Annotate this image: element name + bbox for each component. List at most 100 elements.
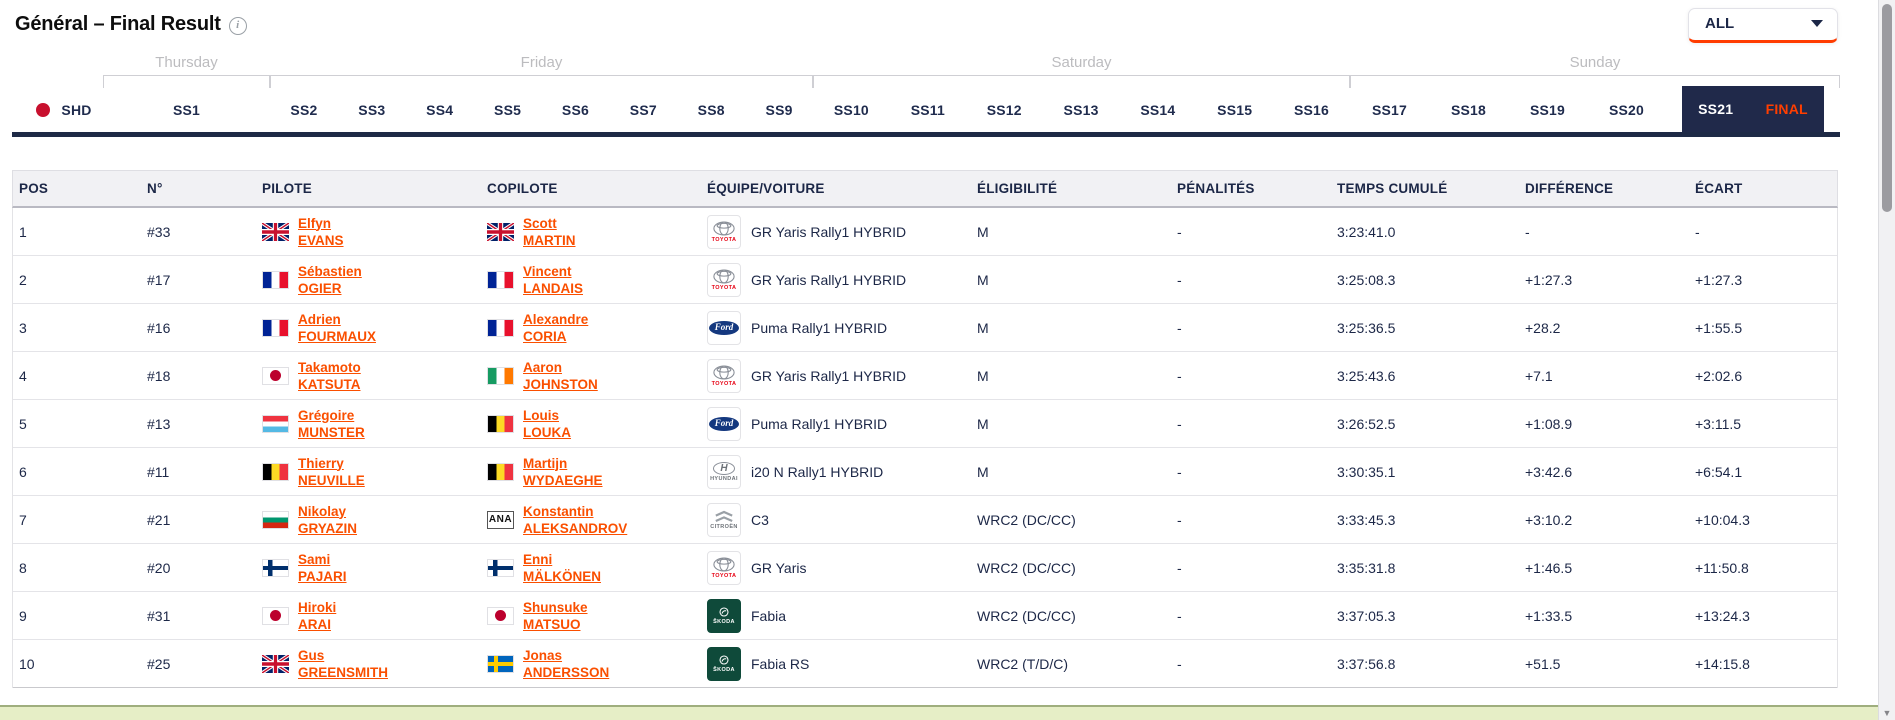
car-number-cell: #25 bbox=[147, 655, 171, 672]
copilot-last-name-link[interactable]: CORIA bbox=[523, 328, 567, 344]
pilot-first-name-link[interactable]: Adrien bbox=[298, 311, 341, 327]
copilot-first-name-link[interactable]: Scott bbox=[523, 215, 557, 231]
pilot-last-name-link[interactable]: KATSUTA bbox=[298, 376, 361, 392]
copilot-last-name-link[interactable]: ANDERSSON bbox=[523, 664, 610, 680]
pilot-first-name-link[interactable]: Gus bbox=[298, 647, 325, 663]
copilot-first-name-link[interactable]: Vincent bbox=[523, 263, 572, 279]
scrollbar-thumb[interactable] bbox=[1882, 4, 1892, 212]
pilot-name: Thierry NEUVILLE bbox=[298, 455, 365, 489]
chevron-down-icon bbox=[1811, 20, 1823, 27]
pilot-cell: Sébastien OGIER bbox=[256, 256, 481, 303]
tab-ss4[interactable]: SS4 bbox=[426, 102, 454, 118]
position-cell: 10 bbox=[19, 655, 35, 672]
pilot-first-name-link[interactable]: Sami bbox=[298, 551, 331, 567]
pilot-last-name-link[interactable]: FOURMAUX bbox=[298, 328, 376, 344]
pilot-name: Sébastien OGIER bbox=[298, 263, 362, 297]
pilot-name: Nikolay GRYAZIN bbox=[298, 503, 357, 537]
copilot-last-name-link[interactable]: WYDAEGHE bbox=[523, 472, 603, 488]
copilot-first-name-link[interactable]: Shunsuke bbox=[523, 599, 588, 615]
tab-ss3[interactable]: SS3 bbox=[358, 102, 386, 118]
copilot-last-name-link[interactable]: ALEKSANDROV bbox=[523, 520, 628, 536]
copilot-gb-flag-icon bbox=[487, 222, 514, 241]
pilot-first-name-link[interactable]: Grégoire bbox=[298, 407, 355, 423]
tab-ss13[interactable]: SS13 bbox=[1063, 102, 1099, 118]
copilot-first-name-link[interactable]: Aaron bbox=[523, 359, 563, 375]
tab-ss2[interactable]: SS2 bbox=[290, 102, 318, 118]
tab-ss11[interactable]: SS11 bbox=[910, 102, 945, 118]
pilot-last-name-link[interactable]: EVANS bbox=[298, 232, 344, 248]
tab-ss19[interactable]: SS19 bbox=[1529, 102, 1566, 118]
copilot-first-name-link[interactable]: Martijn bbox=[523, 455, 568, 471]
copilot-first-name-link[interactable]: Alexandre bbox=[523, 311, 589, 327]
copilot-last-name-link[interactable]: MÄLKÖNEN bbox=[523, 568, 601, 584]
copilot-last-name-link[interactable]: MARTIN bbox=[523, 232, 576, 248]
car-number-cell: #18 bbox=[147, 367, 171, 384]
copilot-last-name-link[interactable]: LOUKA bbox=[523, 424, 571, 440]
copilot-jp-flag-icon bbox=[487, 606, 514, 625]
team-car-cell: ŠKODA Fabia bbox=[701, 592, 971, 639]
copilot-first-name-link[interactable]: Enni bbox=[523, 551, 553, 567]
copilot-name: Jonas ANDERSSON bbox=[523, 647, 609, 681]
tab-final[interactable]: FINAL bbox=[1765, 101, 1808, 117]
tab-ss6[interactable]: SS6 bbox=[561, 102, 589, 118]
pilot-last-name-link[interactable]: GRYAZIN bbox=[298, 520, 358, 536]
day-group-saturday: Saturday bbox=[813, 54, 1350, 88]
car-number-cell: #13 bbox=[147, 415, 171, 432]
pilot-first-name-link[interactable]: Sébastien bbox=[298, 263, 362, 279]
pilot-first-name-link[interactable]: Takamoto bbox=[298, 359, 361, 375]
table-row: 5 #13 Grégoire MUNSTER Louis LOUKA Ford Puma Ra… bbox=[13, 400, 1837, 448]
pilot-first-name-link[interactable]: Thierry bbox=[298, 455, 344, 471]
tab-ss18[interactable]: SS18 bbox=[1450, 102, 1487, 118]
team-car-cell: ŠKODA Fabia RS bbox=[701, 640, 971, 687]
tab-ss16[interactable]: SS16 bbox=[1293, 102, 1330, 118]
table-row: 7 #21 Nikolay GRYAZIN ANA Konstantin ALEKSANDR… bbox=[13, 496, 1837, 544]
copilot-last-name-link[interactable]: JOHNSTON bbox=[523, 376, 598, 392]
tab-shd[interactable]: SHD bbox=[61, 102, 92, 118]
pilot-first-name-link[interactable]: Elfyn bbox=[298, 215, 332, 231]
eligibility-cell: M bbox=[977, 319, 989, 336]
tab-ss1[interactable]: SS1 bbox=[172, 102, 201, 118]
selected-stage-group: SS21 FINAL bbox=[1681, 86, 1824, 132]
tab-ss17[interactable]: SS17 bbox=[1371, 102, 1408, 118]
cumulative-time-cell: 3:26:52.5 bbox=[1337, 415, 1396, 432]
copilot-last-name-link[interactable]: MATSUO bbox=[523, 616, 581, 632]
pilot-last-name-link[interactable]: ARAI bbox=[298, 616, 331, 632]
vertical-scrollbar[interactable]: ▼ bbox=[1878, 0, 1895, 720]
copilot-last-name-link[interactable]: LANDAIS bbox=[523, 280, 583, 296]
pilot-last-name-link[interactable]: PAJARI bbox=[298, 568, 347, 584]
copilot-first-name-link[interactable]: Konstantin bbox=[523, 503, 594, 519]
stage-filter-dropdown[interactable]: ALL bbox=[1688, 8, 1838, 43]
pilot-last-name-link[interactable]: NEUVILLE bbox=[298, 472, 365, 488]
copilot-first-name-link[interactable]: Louis bbox=[523, 407, 559, 423]
position-cell: 7 bbox=[19, 511, 27, 528]
tab-ss8[interactable]: SS8 bbox=[697, 102, 725, 118]
tab-ss9[interactable]: SS9 bbox=[765, 102, 793, 118]
pilot-first-name-link[interactable]: Nikolay bbox=[298, 503, 347, 519]
copilot-cell: Vincent LANDAIS bbox=[481, 256, 701, 303]
info-icon[interactable]: i bbox=[228, 17, 247, 35]
pilot-last-name-link[interactable]: GREENSMITH bbox=[298, 664, 389, 680]
pilot-first-name-link[interactable]: Hiroki bbox=[298, 599, 337, 615]
difference-cell: +1:08.9 bbox=[1525, 415, 1573, 432]
column-header-quipe-voiture: ÉQUIPE/VOITURE bbox=[707, 181, 825, 196]
copilot-first-name-link[interactable]: Jonas bbox=[523, 647, 563, 663]
penalties-cell: - bbox=[1177, 271, 1182, 288]
pilot-last-name-link[interactable]: OGIER bbox=[298, 280, 342, 296]
tab-ss12[interactable]: SS12 bbox=[986, 102, 1022, 118]
gap-cell: - bbox=[1695, 223, 1700, 240]
tab-ss21[interactable]: SS21 bbox=[1698, 101, 1734, 117]
tab-ss7[interactable]: SS7 bbox=[629, 102, 657, 118]
tab-ss15[interactable]: SS15 bbox=[1217, 102, 1253, 118]
pilot-last-name-link[interactable]: MUNSTER bbox=[298, 424, 365, 440]
stage-tabs-sunday: SS17 SS18 SS19 SS20 SS21 FINAL bbox=[1350, 86, 1840, 132]
table-row: 3 #16 Adrien FOURMAUX Alexandre CORIA Ford Puma… bbox=[13, 304, 1837, 352]
table-row: 6 #11 Thierry NEUVILLE Martijn WYDAEGHE H HYUND… bbox=[13, 448, 1837, 496]
tab-ss20[interactable]: SS20 bbox=[1608, 102, 1645, 118]
tab-ss10[interactable]: SS10 bbox=[833, 102, 869, 118]
scrollbar-down-arrow-icon[interactable]: ▼ bbox=[1882, 708, 1892, 718]
tab-ss14[interactable]: SS14 bbox=[1140, 102, 1176, 118]
copilot-cell: Alexandre CORIA bbox=[481, 304, 701, 351]
tab-ss5[interactable]: SS5 bbox=[494, 102, 522, 118]
gap-cell: +14:15.8 bbox=[1695, 655, 1750, 672]
pilot-cell: Takamoto KATSUTA bbox=[256, 352, 481, 399]
